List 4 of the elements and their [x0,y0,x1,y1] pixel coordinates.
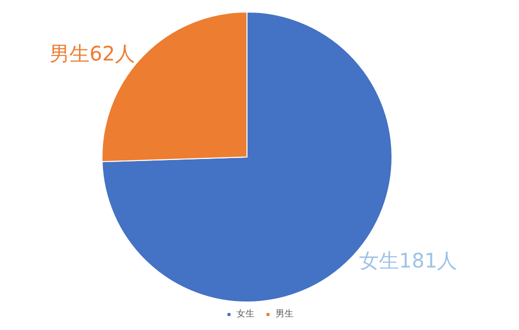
legend-label: 男生 [276,308,294,320]
data-label: 男生62人 [50,41,135,66]
data-label: 女生181人 [359,248,458,273]
legend-label: 女生 [236,308,254,320]
